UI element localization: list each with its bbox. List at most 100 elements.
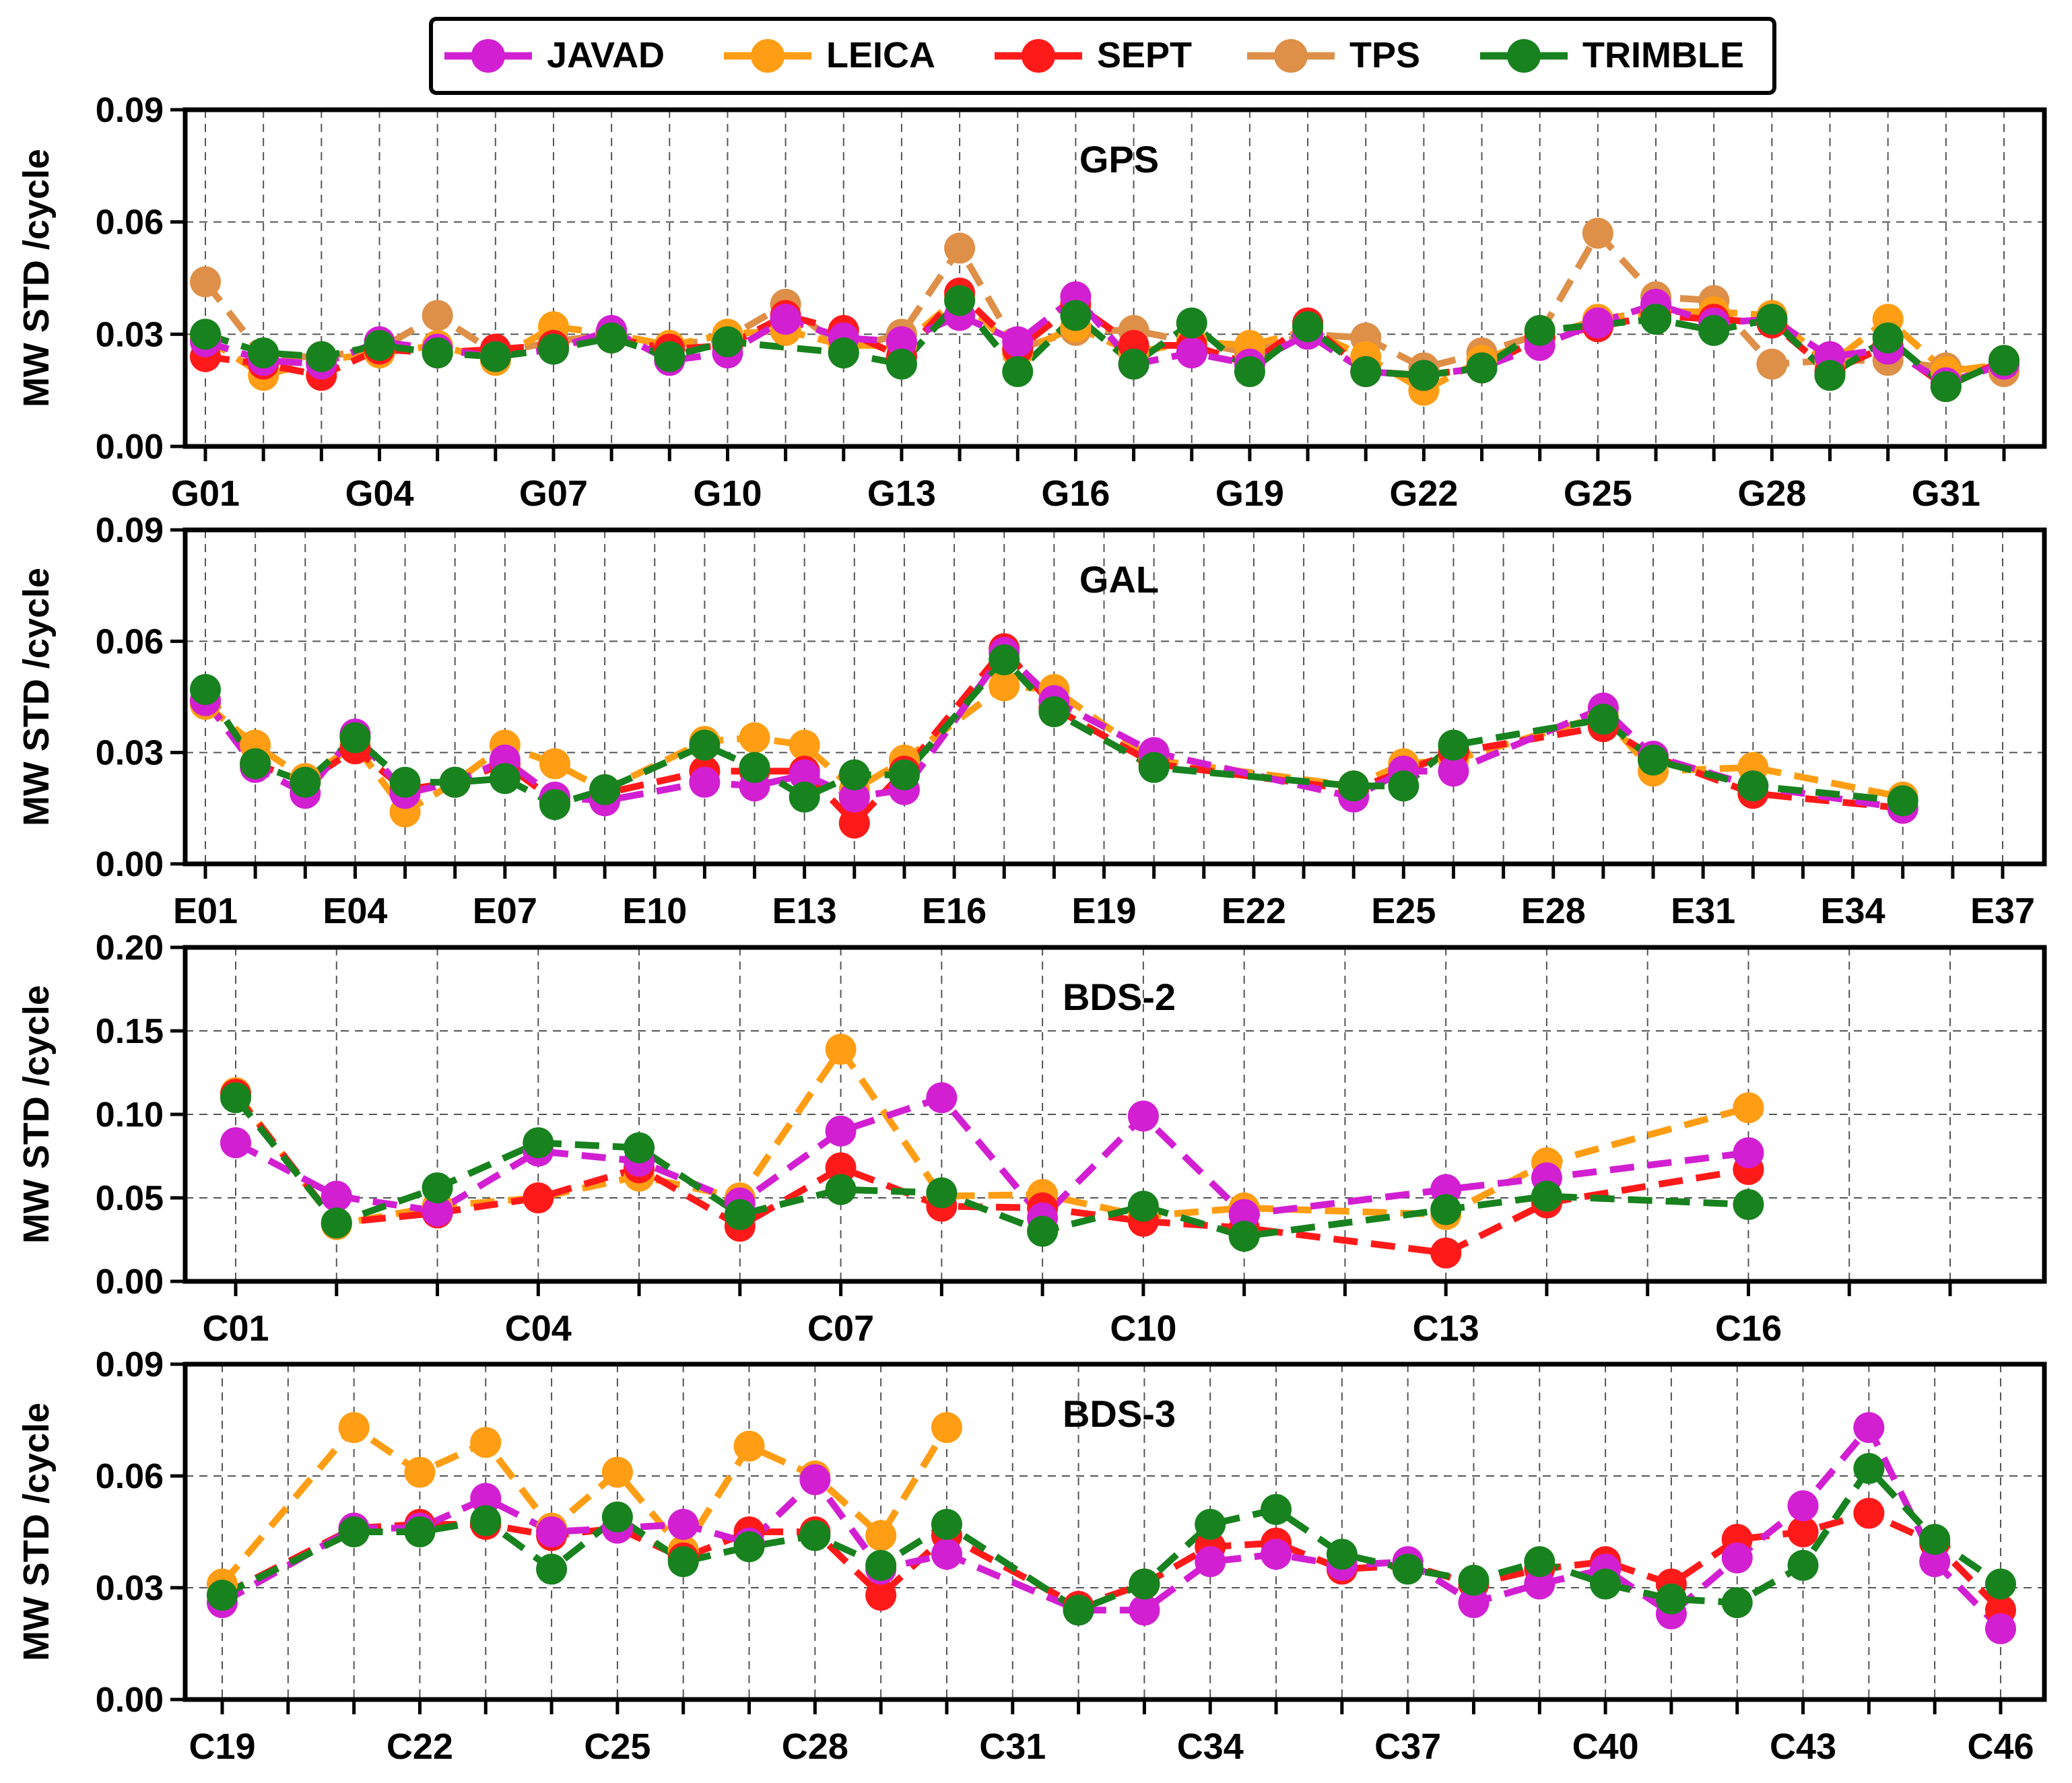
y-tick-label: 0.03 bbox=[96, 315, 164, 354]
legend-marker bbox=[1022, 39, 1055, 73]
data-point-trimble bbox=[1002, 356, 1034, 387]
x-tick-label: E07 bbox=[473, 891, 537, 931]
data-point-trimble bbox=[1063, 1594, 1094, 1626]
data-point-javad bbox=[1733, 1137, 1764, 1169]
data-point-trimble bbox=[1234, 356, 1265, 387]
y-tick-label: 0.09 bbox=[96, 91, 164, 130]
x-tick-label: C43 bbox=[1770, 1726, 1836, 1767]
data-point-trimble bbox=[338, 1516, 370, 1547]
data-point-trimble bbox=[885, 348, 917, 380]
data-point-trimble bbox=[739, 751, 770, 783]
data-point-leica bbox=[865, 1520, 897, 1551]
data-point-javad bbox=[799, 1464, 831, 1495]
legend-entry-sept: SEPT bbox=[995, 35, 1192, 75]
panel-title: GPS bbox=[1079, 138, 1159, 180]
x-tick-label: C10 bbox=[1110, 1308, 1176, 1349]
data-point-trimble bbox=[339, 722, 371, 753]
data-point-trimble bbox=[539, 788, 570, 820]
x-tick-label: E16 bbox=[922, 891, 987, 931]
x-tick-label: C28 bbox=[782, 1726, 848, 1767]
panel-title: GAL bbox=[1079, 558, 1159, 601]
data-point-trimble bbox=[1640, 304, 1672, 335]
data-point-trimble bbox=[1408, 360, 1440, 391]
panel-title: BDS-3 bbox=[1063, 1392, 1176, 1435]
data-point-trimble bbox=[220, 1082, 251, 1114]
data-point-trimble bbox=[190, 673, 221, 705]
data-point-trimble bbox=[248, 337, 279, 369]
data-point-javad bbox=[885, 326, 917, 358]
data-point-trimble bbox=[601, 1501, 633, 1533]
x-tick-label: G07 bbox=[519, 473, 588, 514]
y-tick-label: 0.06 bbox=[96, 203, 164, 242]
x-tick-label: E31 bbox=[1671, 891, 1735, 931]
data-point-trimble bbox=[1326, 1539, 1358, 1570]
data-point-trimble bbox=[724, 1199, 756, 1230]
y-axis-label: MW STD /cycle bbox=[16, 985, 57, 1244]
y-tick-label: 0.06 bbox=[96, 1457, 164, 1496]
data-point-tps bbox=[944, 232, 976, 264]
data-point-trimble bbox=[1261, 1493, 1292, 1525]
data-point-leica bbox=[739, 722, 770, 753]
data-point-trimble bbox=[1060, 300, 1092, 331]
panel-bds-3: C19 C22 C25 C28 C31 C34 C37 C40 C43 C46 0.00 0.03 0.… bbox=[16, 1345, 2047, 1767]
data-point-trimble bbox=[1989, 345, 2019, 376]
legend-marker bbox=[1274, 39, 1308, 73]
x-tick-label: E22 bbox=[1222, 891, 1286, 931]
x-tick-label: G28 bbox=[1737, 473, 1806, 514]
x-tick-label: G31 bbox=[1912, 473, 1980, 514]
x-tick-label: C25 bbox=[584, 1726, 650, 1767]
y-tick-label: 0.05 bbox=[96, 1179, 164, 1218]
data-point-trimble bbox=[207, 1580, 238, 1611]
data-point-trimble bbox=[389, 766, 421, 798]
x-tick-label: E28 bbox=[1521, 891, 1586, 931]
data-point-trimble bbox=[1872, 322, 1904, 354]
data-point-trimble bbox=[1195, 1508, 1226, 1540]
data-point-leica bbox=[825, 1034, 857, 1065]
data-point-trimble bbox=[654, 341, 686, 372]
data-point-leica bbox=[338, 1412, 370, 1444]
data-point-trimble bbox=[865, 1549, 897, 1581]
x-tick-label: E13 bbox=[772, 891, 837, 931]
data-point-trimble bbox=[838, 759, 870, 790]
x-tick-label: G25 bbox=[1564, 473, 1632, 514]
plot-frame bbox=[182, 107, 2047, 449]
y-tick-label: 0.10 bbox=[96, 1096, 164, 1135]
legend-entry-leica: LEICA bbox=[724, 35, 935, 75]
data-point-sept bbox=[865, 1580, 897, 1611]
data-point-trimble bbox=[667, 1546, 699, 1578]
x-tick-label: C01 bbox=[202, 1308, 269, 1349]
data-point-trimble bbox=[1638, 744, 1669, 776]
x-tick-label: G13 bbox=[867, 473, 936, 514]
data-point-trimble bbox=[489, 763, 521, 795]
data-point-trimble bbox=[1721, 1587, 1753, 1619]
data-point-javad bbox=[1721, 1542, 1753, 1574]
legend-entry-tps: TPS bbox=[1247, 35, 1420, 75]
legend-label: JAVAD bbox=[547, 35, 665, 75]
plot-frame bbox=[182, 1361, 2047, 1702]
data-point-javad bbox=[1582, 307, 1613, 339]
data-point-leica bbox=[601, 1456, 633, 1488]
data-point-trimble bbox=[1438, 729, 1469, 761]
data-point-trimble bbox=[321, 1207, 352, 1239]
data-point-trimble bbox=[479, 341, 511, 372]
data-point-trimble bbox=[422, 1172, 453, 1204]
x-tick-label: G19 bbox=[1215, 473, 1284, 514]
data-point-trimble bbox=[1176, 307, 1207, 339]
data-point-tps bbox=[190, 266, 221, 298]
data-point-javad bbox=[1985, 1613, 2016, 1644]
data-point-trimble bbox=[624, 1132, 655, 1164]
data-point-trimble bbox=[1466, 352, 1498, 384]
data-point-trimble bbox=[240, 748, 271, 780]
data-point-sept bbox=[1430, 1237, 1462, 1269]
data-point-trimble bbox=[789, 781, 820, 813]
legend: JAVAD LEICA SEPT TPS TRIMBLE bbox=[429, 17, 1776, 95]
data-point-javad bbox=[770, 304, 801, 335]
x-tick-label: C40 bbox=[1572, 1726, 1639, 1767]
data-point-trimble bbox=[1027, 1215, 1059, 1247]
data-point-trimble bbox=[1350, 356, 1382, 387]
y-tick-label: 0.00 bbox=[96, 1681, 164, 1720]
series-line-javad bbox=[234, 1094, 1749, 1221]
data-point-javad bbox=[321, 1180, 352, 1212]
y-tick-label: 0.00 bbox=[96, 1263, 164, 1302]
legend-label: SEPT bbox=[1097, 35, 1192, 75]
